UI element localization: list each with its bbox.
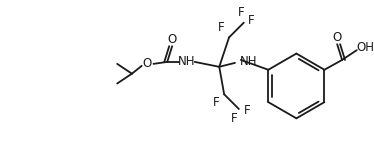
Text: O: O: [168, 33, 177, 46]
Text: OH: OH: [357, 41, 374, 54]
Text: O: O: [142, 57, 151, 70]
Text: NH: NH: [178, 55, 196, 68]
Text: NH: NH: [240, 55, 257, 68]
Text: F: F: [231, 112, 237, 125]
Text: F: F: [243, 104, 250, 118]
Text: F: F: [237, 6, 244, 19]
Text: F: F: [218, 21, 224, 34]
Text: F: F: [213, 96, 220, 109]
Text: F: F: [248, 14, 255, 27]
Text: O: O: [332, 31, 342, 44]
